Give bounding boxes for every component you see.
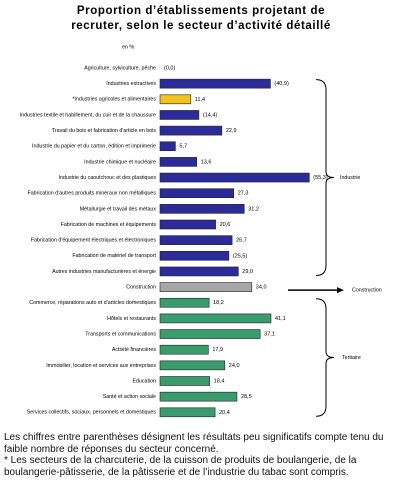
- note: * Les secteurs de la charcuterie, de la …: [4, 455, 357, 478]
- value-label: 11,4: [195, 97, 205, 103]
- bar: [159, 78, 271, 89]
- value-label: (40,9): [274, 81, 289, 87]
- value-label: (0,0): [164, 65, 175, 71]
- value-label: 29,0: [242, 269, 253, 275]
- group-label: Construction: [352, 288, 382, 294]
- category-label: Transports et communications: [85, 331, 156, 337]
- bar: [159, 125, 223, 136]
- value-label: 22,9: [226, 128, 237, 134]
- bar: [159, 360, 226, 371]
- value-label: 28,5: [241, 394, 252, 400]
- category-label: Industrie du papier et du carton, éditio…: [32, 144, 156, 150]
- note: Les chiffres entre parenthèses désignent…: [4, 432, 384, 455]
- bar: [159, 282, 253, 292]
- bar: [159, 329, 261, 339]
- bar: [159, 188, 235, 198]
- value-label: 5,7: [179, 144, 187, 150]
- chart-title: Proportion d’établissements projetant de: [77, 5, 325, 17]
- value-label: 17,9: [212, 347, 223, 353]
- category-label: Industrie du caoutchouc et des plastique…: [59, 175, 157, 181]
- category-label: Autres industries manufacturières et éne…: [52, 269, 156, 275]
- chart-title: recruter, selon le secteur d’activité dé…: [71, 20, 331, 32]
- chart: Proportion d’établissements projetant de…: [20, 5, 382, 418]
- category-label: Industrie chimique et nucléaire: [84, 159, 156, 165]
- value-label: 20,6: [220, 222, 231, 228]
- group-brace: [315, 298, 335, 417]
- bar: [159, 235, 233, 245]
- arrow-head: [337, 287, 344, 294]
- category-label: Fabrication de matériel de transport: [72, 253, 156, 259]
- category-label: Industries textile et habillement, du cu…: [20, 112, 156, 118]
- bar: [159, 266, 239, 277]
- value-label: 31,2: [248, 206, 259, 212]
- value-label: (25,5): [233, 253, 248, 259]
- bar: [159, 313, 272, 324]
- notes: Les chiffres entre parenthèses désignent…: [4, 432, 398, 478]
- value-label: (55,3): [313, 175, 328, 181]
- category-label: Activité financières: [112, 347, 157, 353]
- group-brace: [315, 79, 335, 276]
- value-label: 20,4: [219, 410, 230, 416]
- category-label: Commerce, réparations auto et d'articles…: [29, 300, 156, 306]
- bar: [159, 251, 230, 261]
- bar: [159, 297, 210, 308]
- value-label: 27,3: [238, 191, 249, 197]
- value-label: 26,7: [236, 238, 247, 244]
- bar: [159, 204, 245, 214]
- value-label: 13,6: [201, 159, 212, 165]
- value-label: 34,0: [256, 285, 267, 291]
- bar: [159, 391, 238, 402]
- category-label: Travail du bois et fabrication d'article…: [52, 128, 157, 134]
- value-label: 37,1: [264, 332, 275, 338]
- category-label: Services collectifs, sociaux, personnels…: [27, 410, 157, 416]
- category-label: Immobilier, location et services aux ent…: [46, 363, 156, 369]
- bar: [159, 110, 200, 120]
- bar: [159, 219, 216, 230]
- category-label: Construction: [126, 285, 156, 291]
- category-label: Hôtels et restaurants: [107, 316, 156, 322]
- group-label: Tertiaire: [342, 355, 361, 361]
- category-label: Fabrication de machines et équipements: [61, 222, 157, 228]
- value-label: 18,2: [213, 300, 224, 306]
- category-label: Métallurgie et travail des métaux: [80, 206, 157, 212]
- unit-label: en %: [122, 44, 134, 50]
- category-label: Industries extractives: [106, 81, 156, 87]
- bar: [159, 376, 210, 386]
- bar: [159, 172, 310, 183]
- group-label: Industrie: [340, 175, 360, 181]
- bar: [159, 407, 216, 418]
- category-label: Fabrication d'équipement électriques et …: [31, 238, 157, 244]
- value-label: 41,1: [275, 316, 286, 322]
- bar: [159, 141, 176, 152]
- category-label: Fabrication d'autres produits minéraux n…: [28, 191, 157, 197]
- bar: [159, 94, 192, 105]
- category-label: Agriculture, sylviculture, pêche: [84, 65, 156, 71]
- value-label: 24,0: [229, 363, 240, 369]
- value-label: 18,4: [214, 378, 225, 384]
- bar: [159, 157, 198, 167]
- bar: [159, 344, 209, 355]
- value-label: (14,4): [203, 112, 218, 118]
- category-label: *Industries agricoles et alimentaires: [72, 97, 156, 103]
- category-label: Education: [132, 378, 156, 384]
- category-label: Santé et action sociale: [103, 394, 156, 400]
